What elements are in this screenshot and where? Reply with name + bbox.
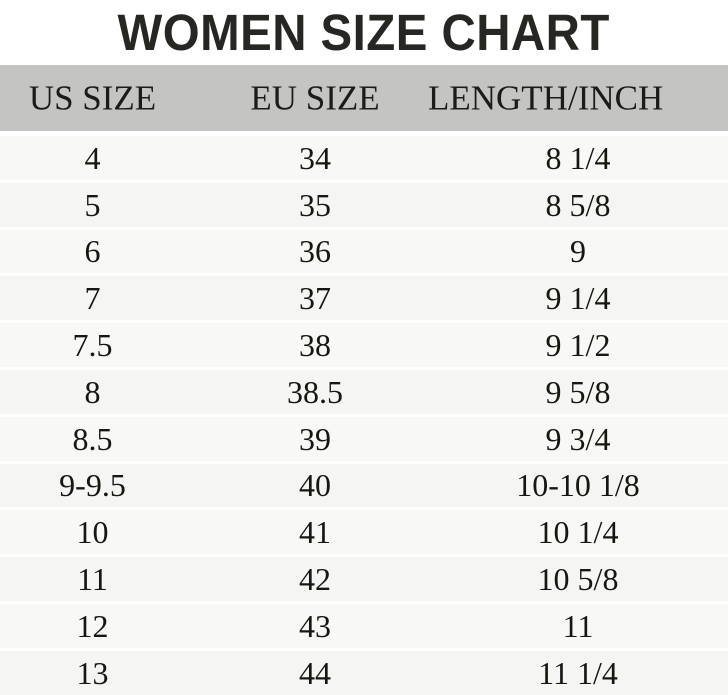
table-row: 8.5 39 9 3/4 — [0, 413, 728, 461]
cell-eu-size: 37 — [299, 280, 331, 317]
cell-us-size: 9-9.5 — [59, 467, 126, 504]
table-row: 4 34 8 1/4 — [0, 133, 728, 180]
cell-length-inch: 10-10 1/8 — [516, 467, 640, 504]
cell-us-size: 5 — [84, 186, 101, 223]
table-row: 7.5 38 9 1/2 — [0, 320, 728, 367]
column-header-length-inch: LENGTH/INCH — [428, 78, 664, 118]
cell-us-size: 6 — [84, 233, 101, 270]
cell-us-size: 13 — [76, 654, 109, 691]
cell-eu-size: 40 — [299, 467, 331, 504]
chart-title-container: WOMEN SIZE CHART — [0, 0, 728, 65]
cell-us-size: 11 — [77, 561, 108, 598]
cell-length-inch: 9 1/2 — [545, 327, 611, 364]
cell-length-inch: 11 — [562, 607, 594, 644]
table-row: 13 44 11 1/4 — [0, 647, 728, 695]
page-title: WOMEN SIZE CHART — [117, 4, 611, 61]
cell-eu-size: 43 — [299, 607, 331, 644]
cell-us-size: 12 — [76, 607, 109, 644]
cell-length-inch: 8 5/8 — [545, 186, 611, 223]
table-row: 8 38.5 9 5/8 — [0, 366, 728, 414]
cell-us-size: 8 — [84, 373, 101, 410]
cell-eu-size: 34 — [299, 139, 331, 176]
table-row: 6 36 9 — [0, 226, 728, 274]
cell-eu-size: 39 — [299, 420, 331, 457]
cell-eu-size: 35 — [299, 186, 331, 223]
cell-length-inch: 11 1/4 — [538, 654, 618, 691]
column-header-us-size: US SIZE — [28, 78, 157, 118]
table-row: 11 42 10 5/8 — [0, 554, 728, 601]
table-row: 10 41 10 1/4 — [0, 507, 728, 555]
table-row: 5 35 8 5/8 — [0, 179, 728, 227]
cell-eu-size: 42 — [299, 561, 331, 598]
cell-us-size: 7.5 — [72, 327, 113, 364]
table-row: 7 37 9 1/4 — [0, 273, 728, 321]
cell-length-inch: 8 1/4 — [545, 139, 611, 176]
cell-eu-size: 38.5 — [287, 373, 343, 410]
cell-eu-size: 44 — [299, 654, 331, 691]
cell-length-inch: 9 — [570, 233, 586, 270]
cell-eu-size: 36 — [299, 233, 331, 270]
cell-us-size: 10 — [76, 514, 109, 551]
cell-length-inch: 9 3/4 — [545, 420, 611, 457]
cell-length-inch: 9 5/8 — [545, 373, 611, 410]
cell-us-size: 4 — [84, 139, 101, 176]
cell-length-inch: 10 1/4 — [537, 514, 619, 551]
table-row: 12 43 11 — [0, 600, 728, 648]
cell-us-size: 7 — [84, 280, 101, 317]
table-header-row: US SIZE EU SIZE LENGTH/INCH — [0, 65, 728, 131]
cell-eu-size: 38 — [299, 327, 331, 364]
column-header-eu-size: EU SIZE — [250, 78, 380, 118]
cell-length-inch: 9 1/4 — [545, 280, 611, 317]
cell-us-size: 8.5 — [72, 420, 113, 457]
table-row: 9-9.5 40 10-10 1/8 — [0, 460, 728, 508]
table-body: 4 34 8 1/4 5 35 8 5/8 6 36 9 7 37 9 1/4 7.5 38 9 1/2 8 3… — [0, 133, 728, 695]
cell-eu-size: 41 — [299, 514, 331, 551]
cell-length-inch: 10 5/8 — [537, 561, 619, 598]
